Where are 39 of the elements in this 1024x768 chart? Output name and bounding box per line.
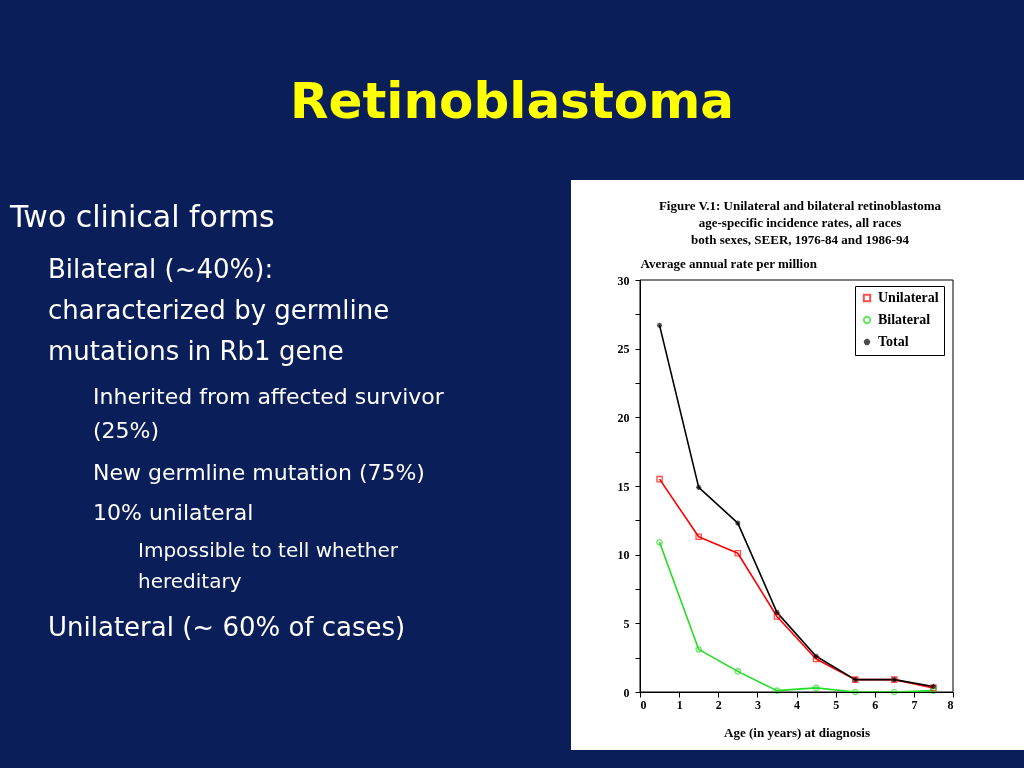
point — [773, 613, 781, 620]
x-tick-label: 8 — [947, 697, 954, 712]
text: Unilateral (~ 60% of cases) — [48, 612, 406, 642]
y-tick-label: 0 — [623, 685, 630, 700]
legend-label: Unilateral — [878, 290, 939, 305]
text: 10% unilateral — [93, 500, 254, 525]
x-tick-label: 2 — [715, 697, 722, 712]
text: Bilateral (~40%): characterized by germline mutations in Rb1 gene — [48, 254, 390, 366]
text: Two clinical forms — [9, 199, 275, 234]
point — [734, 519, 742, 527]
y-axis-title: Average annual rate per million — [640, 255, 818, 271]
x-tick-label: 0 — [640, 697, 647, 712]
x-tick-label: 3 — [754, 697, 761, 712]
text: Inherited from affected survivor (25%) — [93, 384, 445, 443]
legend-label: Total — [878, 334, 909, 349]
x-axis-title: Age (in years) at diagnosis — [724, 724, 870, 740]
y-tick-label: 15 — [617, 479, 630, 494]
y-tick-label: 30 — [617, 273, 630, 288]
x-tick-label: 6 — [872, 697, 879, 712]
text: Impossible to tell whether hereditary — [138, 538, 399, 593]
chart-title: Retinoblastoma — [290, 72, 734, 130]
chart-subtitle: Figure V.1: Unilateral and bilateral retinoblastoma age-specific incidence rates, all races both sexes, SEER, 1976-84 and 1986-94 — [658, 198, 942, 247]
point — [734, 668, 742, 675]
point — [656, 475, 663, 483]
point — [773, 609, 781, 616]
x-tick-label: 4 — [794, 697, 800, 712]
y-tick-label: 20 — [617, 410, 630, 425]
y-tick-label: 5 — [623, 616, 630, 631]
x-tick-label: 1 — [676, 697, 683, 712]
point — [695, 533, 702, 541]
point — [695, 484, 702, 491]
text: New germline mutation (75%) — [93, 460, 425, 485]
y-tick-label: 25 — [617, 342, 630, 357]
point — [695, 646, 702, 653]
x-tick-label: 5 — [833, 697, 840, 712]
y-tick-label: 10 — [617, 548, 630, 563]
x-tick-label: 7 — [911, 697, 918, 712]
point — [734, 550, 742, 557]
legend-label: Bilateral — [878, 312, 931, 327]
